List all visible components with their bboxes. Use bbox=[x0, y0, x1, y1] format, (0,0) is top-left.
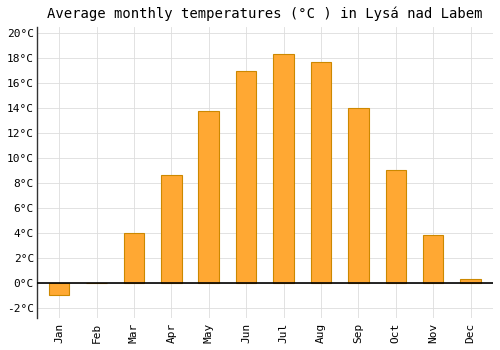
Bar bbox=[310, 62, 332, 283]
Bar bbox=[236, 70, 256, 283]
Bar bbox=[198, 111, 219, 283]
Bar bbox=[124, 233, 144, 283]
Bar bbox=[386, 170, 406, 283]
Title: Average monthly temperatures (°C ) in Lysá nad Labem: Average monthly temperatures (°C ) in Ly… bbox=[47, 7, 482, 21]
Bar bbox=[460, 279, 481, 283]
Bar bbox=[274, 54, 294, 283]
Bar bbox=[348, 108, 368, 283]
Bar bbox=[49, 283, 70, 295]
Bar bbox=[161, 175, 182, 283]
Bar bbox=[423, 236, 444, 283]
